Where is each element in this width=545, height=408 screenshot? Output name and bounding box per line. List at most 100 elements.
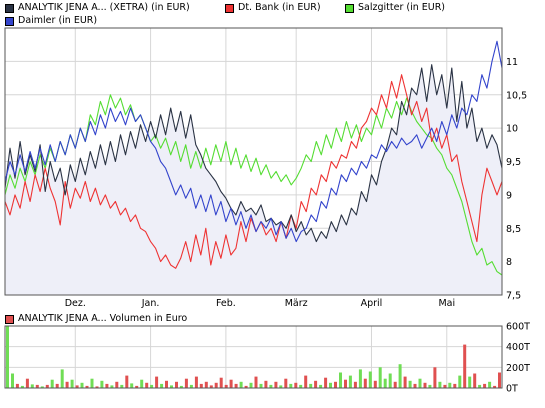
volume-bar bbox=[319, 384, 323, 388]
volume-bar bbox=[150, 384, 154, 388]
volume-bar bbox=[448, 382, 452, 388]
volume-bar bbox=[418, 378, 422, 388]
volume-plot-border bbox=[4, 325, 503, 389]
volume-bar bbox=[353, 381, 357, 388]
volume-bar bbox=[170, 385, 173, 388]
volume-bar bbox=[65, 381, 69, 388]
volume-bar bbox=[75, 385, 79, 388]
volume-bar bbox=[120, 384, 124, 388]
volume-bar bbox=[433, 367, 437, 388]
volume-y-tick-label: 400T bbox=[506, 342, 530, 353]
volume-bar bbox=[229, 379, 233, 388]
volume-bar bbox=[95, 386, 99, 388]
volume-bar bbox=[383, 378, 387, 388]
volume-y-tick-label: 0T bbox=[506, 384, 518, 395]
volume-bar bbox=[179, 385, 183, 388]
volume-grid bbox=[5, 325, 502, 389]
volume-bar bbox=[224, 384, 228, 388]
price-y-tick-label: 11 bbox=[506, 57, 518, 68]
volume-bar bbox=[219, 377, 223, 388]
volume-bar bbox=[55, 383, 59, 388]
volume-bar bbox=[478, 384, 482, 388]
volume-frame bbox=[4, 325, 503, 389]
volume-bar bbox=[388, 373, 392, 388]
volume-bar bbox=[15, 383, 19, 388]
volume-bar bbox=[398, 364, 402, 388]
price-area-fill bbox=[5, 64, 502, 295]
legend-swatch-daimler bbox=[5, 16, 14, 26]
volume-bar bbox=[348, 375, 352, 388]
volume-bar bbox=[194, 376, 198, 388]
price-y-tick-label: 9 bbox=[506, 190, 512, 201]
price-area bbox=[5, 64, 502, 295]
volume-bar bbox=[339, 372, 342, 388]
volume-y-tick-label: 600T bbox=[506, 322, 530, 333]
volume-bar bbox=[438, 381, 442, 388]
price-y-tick-label: 8,5 bbox=[506, 224, 521, 235]
volume-bar bbox=[289, 383, 293, 388]
volume-bar bbox=[155, 376, 159, 388]
volume-bar bbox=[25, 378, 29, 388]
volume-bar bbox=[239, 381, 243, 388]
volume-bar bbox=[30, 384, 34, 388]
price-plot-border bbox=[4, 27, 503, 296]
volume-bar bbox=[130, 383, 134, 388]
volume-bar bbox=[165, 380, 168, 388]
volume-bar bbox=[373, 380, 377, 388]
legend-analytik: ANALYTIK JENA A... (XETRA) (in EUR) bbox=[5, 2, 190, 14]
volume-bar bbox=[363, 378, 367, 388]
volume-bar bbox=[184, 378, 188, 388]
volume-bar bbox=[80, 382, 84, 388]
price-y-tick-label: 9,5 bbox=[506, 157, 521, 168]
legend-label-dtbank: Dt. Bank (in EUR) bbox=[238, 2, 321, 13]
legend-swatch-salzgitter bbox=[345, 3, 354, 13]
volume-bar bbox=[259, 383, 263, 388]
volume-bar bbox=[334, 381, 337, 388]
volume-bar bbox=[358, 369, 362, 388]
volume-bar bbox=[413, 383, 417, 388]
volume-bar bbox=[274, 381, 278, 388]
volume-bar bbox=[463, 344, 467, 388]
volume-bar bbox=[264, 380, 268, 388]
volume-y-ticks: 0T 200T 400T 600T bbox=[506, 322, 530, 395]
legend-salzgitter: Salzgitter (in EUR) bbox=[345, 2, 445, 14]
price-y-tick-label: 7,5 bbox=[506, 291, 521, 302]
price-y-ticks: 7,5 8 8,5 9 9,5 10 10,5 11 bbox=[506, 57, 527, 302]
volume-bar bbox=[329, 382, 332, 388]
volume-bar bbox=[45, 384, 49, 388]
legend-swatch-volume bbox=[5, 314, 14, 324]
volume-bar bbox=[100, 380, 104, 388]
volume-bar bbox=[125, 375, 129, 388]
volume-bar bbox=[85, 385, 89, 388]
legend-dtbank: Dt. Bank (in EUR) bbox=[225, 2, 321, 14]
volume-bar bbox=[6, 326, 9, 388]
volume-bar bbox=[189, 384, 193, 388]
series-line-analytik bbox=[4, 64, 503, 243]
volume-bar bbox=[214, 382, 218, 388]
price-y-tick-label: 10,5 bbox=[506, 90, 527, 101]
volume-bar bbox=[35, 384, 39, 388]
series-line-daimler bbox=[4, 40, 503, 243]
volume-bar bbox=[473, 373, 477, 388]
volume-bar bbox=[468, 376, 472, 388]
volume-bar bbox=[254, 376, 258, 388]
volume-bar bbox=[324, 377, 328, 388]
volume-bar bbox=[90, 378, 94, 388]
volume-bar bbox=[145, 382, 149, 388]
volume-bar bbox=[493, 385, 497, 388]
volume-bar bbox=[249, 382, 253, 388]
volume-bar bbox=[70, 379, 74, 388]
volume-bar bbox=[443, 384, 447, 388]
volume-bar bbox=[20, 385, 24, 388]
price-x-tick-label: April bbox=[361, 298, 383, 309]
price-x-tick-label: Dez. bbox=[65, 298, 86, 309]
legend-daimler: Daimler (in EUR) bbox=[5, 15, 97, 27]
volume-bar bbox=[368, 371, 372, 388]
volume-bar bbox=[483, 383, 487, 388]
volume-bar bbox=[175, 381, 178, 388]
volume-bar bbox=[60, 369, 64, 388]
volume-bar bbox=[269, 384, 273, 388]
legend-volume: ANALYTIK JENA A... Volumen in Euro bbox=[5, 313, 187, 325]
legend-label-analytik: ANALYTIK JENA A... (XETRA) (in EUR) bbox=[18, 2, 190, 13]
legend-label-salzgitter: Salzgitter (in EUR) bbox=[358, 2, 446, 13]
